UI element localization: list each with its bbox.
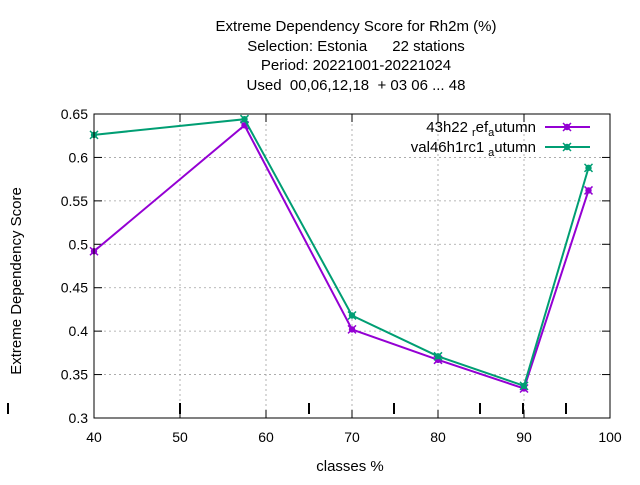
legend-label-1: 43h22 refautumn — [426, 119, 536, 139]
legend-swatch-marker-2 — [562, 142, 572, 152]
title-line-3: Period: 20221001-20221024 — [261, 57, 451, 74]
y-axis-label: Extreme Dependency Score — [8, 187, 25, 375]
title-line-4: Used 00,06,12,18 + 03 06 ... 48 — [247, 77, 466, 94]
grid — [94, 114, 610, 418]
series-group — [89, 114, 594, 393]
series-2-point — [583, 163, 594, 173]
title-line-2: Selection: Estonia 22 stations — [247, 38, 465, 55]
legend-label-2: val46h1rc1 autumn — [411, 139, 536, 159]
legend-part: a — [488, 127, 495, 139]
bottom-marks — [7, 403, 567, 414]
y-tick-label: 0.45 — [61, 280, 88, 296]
x-tick-label: 50 — [172, 429, 188, 445]
title-line-1: Extreme Dependency Score for Rh2m (%) — [216, 18, 497, 35]
legend-part: ef — [476, 119, 489, 136]
legend-swatch-marker-1 — [562, 122, 572, 132]
x-tick-label: 60 — [258, 429, 274, 445]
series-2-point — [519, 381, 529, 391]
x-tick-label: 100 — [598, 429, 622, 445]
x-axis-label: classes % — [316, 458, 384, 475]
y-tick-label: 0.55 — [61, 193, 88, 209]
legend-part: val46h1rc1 — [411, 139, 484, 156]
legend-part: 43h22 — [426, 119, 468, 136]
axis-ticks: 0.3 0.35 0.4 0.45 0.5 0.55 0.6 0.65 40 50 60 70 80 90… — [61, 106, 622, 445]
x-tick-label: 40 — [86, 429, 102, 445]
legend-part: utumn — [494, 119, 536, 136]
x-tick-label: 90 — [516, 429, 532, 445]
series-2-point — [239, 114, 250, 124]
legend-part: a — [488, 147, 495, 159]
y-tick-label: 0.4 — [69, 323, 89, 339]
series-1-point — [347, 324, 357, 334]
series-1-point — [583, 185, 594, 195]
x-tick-label: 80 — [430, 429, 446, 445]
y-tick-label: 0.5 — [69, 236, 89, 252]
x-tick-label: 70 — [344, 429, 360, 445]
chart-title: Extreme Dependency Score for Rh2m (%) Se… — [216, 18, 497, 94]
y-tick-label: 0.3 — [69, 410, 89, 426]
series-line-2 — [93, 118, 590, 388]
y-tick-label: 0.35 — [61, 367, 88, 383]
series-2-point — [433, 351, 443, 361]
y-tick-label: 0.6 — [69, 149, 89, 165]
plot-frame — [93, 113, 611, 419]
y-tick-label: 0.65 — [61, 106, 88, 122]
series-line-1 — [93, 123, 590, 390]
series-2-point — [347, 310, 357, 321]
legend-part: r — [472, 127, 476, 139]
legend-part: utumn — [494, 139, 536, 156]
